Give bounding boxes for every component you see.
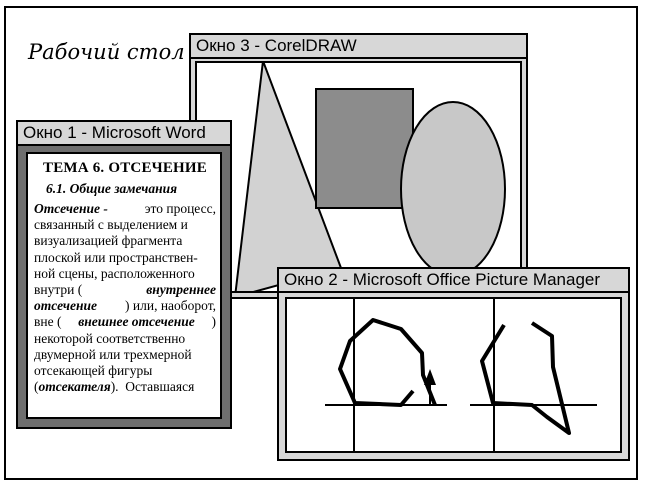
document-text-segment: отсекателя <box>38 379 111 395</box>
window-word[interactable]: Окно 1 - Microsoft Word ТЕМА 6. ОТСЕЧЕНИ… <box>16 120 232 429</box>
document-text-segment: визуализацией фрагмента <box>34 233 183 249</box>
document-line: вне ( внешнее отсечение) <box>34 314 216 330</box>
document-text-segment: отсечение <box>34 298 97 314</box>
document-text-segment: ) или, наоборот, <box>125 298 216 314</box>
document-line: двумерной или трехмерной <box>34 347 216 363</box>
document-line: (отсекателя). Оставшаяся <box>34 379 216 395</box>
document-line: Отсечение - это процесс, <box>34 201 216 217</box>
word-document[interactable]: ТЕМА 6. ОТСЕЧЕНИЕ 6.1. Общие замечания О… <box>26 152 222 419</box>
picture-manager-canvas[interactable] <box>285 297 622 453</box>
document-text-segment: Отсечение - <box>34 201 108 216</box>
document-line: отсекающей фигуры <box>34 363 216 379</box>
document-text-segment: ( <box>34 379 39 395</box>
document-line: визуализацией фрагмента <box>34 233 216 249</box>
clip-arrow-head <box>424 369 436 385</box>
document-text-segment: это процесс, <box>141 201 216 216</box>
window-word-title[interactable]: Окно 1 - Microsoft Word <box>18 122 230 146</box>
document-line: внутри ( внутреннее <box>34 282 216 298</box>
document-line: плоской или пространствен- <box>34 250 216 266</box>
clipping-illustration <box>325 299 597 451</box>
document-text-segment: вне ( <box>34 314 62 330</box>
document-text-segment: некоторой соответственно <box>34 330 186 346</box>
document-text-segment: ной сцены, расположенного <box>34 265 195 281</box>
document-text-segment: двумерной или трехмерной <box>34 346 192 362</box>
coreldraw-drawing <box>234 63 506 291</box>
document-subheading: 6.1. Общие замечания <box>46 181 178 196</box>
document-text-segment: внешнее отсечение <box>78 314 195 330</box>
document-line: некоторой соответственно <box>34 331 216 347</box>
document-body: Отсечение - это процесс, связанный с выде… <box>34 201 216 395</box>
window-picture-manager[interactable]: Окно 2 - Microsoft Office Picture Manage… <box>277 267 630 461</box>
polygon-before-clipping <box>338 318 437 407</box>
document-heading: ТЕМА 6. ОТСЕЧЕНИЕ <box>42 160 207 176</box>
document-text-segment: плоской или пространствен- <box>34 249 198 265</box>
document-line: связанный с выделением и <box>34 217 216 233</box>
desktop-title: Рабочий стол <box>28 40 185 64</box>
document-text-segment: отсекающей фигуры <box>34 363 153 379</box>
document-text-segment: связанный с выделением и <box>34 217 188 233</box>
square-shape <box>315 88 414 209</box>
document-text-segment: ). Оставшаяся <box>110 379 195 395</box>
ellipse-shape <box>400 101 506 277</box>
polygon-after-clipping <box>480 321 571 435</box>
coreldraw-canvas[interactable] <box>195 61 522 293</box>
document-text-segment: внутреннее <box>146 282 216 298</box>
window-coreldraw-title[interactable]: Окно 3 - CorelDRAW <box>191 35 526 59</box>
document-text-segment: внутри ( <box>34 282 83 298</box>
desktop-frame <box>4 6 638 480</box>
window-picture-manager-title[interactable]: Окно 2 - Microsoft Office Picture Manage… <box>279 269 628 293</box>
window-coreldraw[interactable]: Окно 3 - CorelDRAW <box>189 33 528 299</box>
document-text-segment: ) <box>211 314 216 330</box>
document-line: ной сцены, расположенного <box>34 266 216 282</box>
document-line: отсечение ) или, наоборот, <box>34 298 216 314</box>
